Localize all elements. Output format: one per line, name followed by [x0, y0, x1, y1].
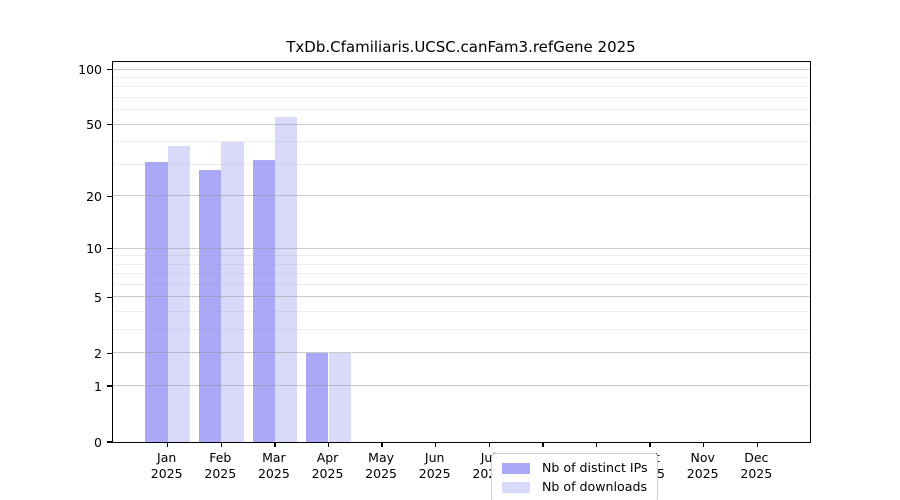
y-label-0: 0 [94, 434, 102, 450]
gridline-minor-90 [113, 77, 810, 79]
x-tick-feb [220, 442, 222, 447]
legend-label-distinct-ips: Nb of distinct IPs [542, 460, 648, 475]
y-tick-5 [107, 296, 112, 299]
x-tick-jun [435, 442, 437, 447]
legend-label-downloads: Nb of downloads [542, 479, 648, 494]
x-label-feb: Feb 2025 [204, 450, 237, 481]
x-label-may: May 2025 [365, 450, 397, 481]
bar-nb-of-distinct-ips-mar [252, 159, 275, 442]
y-tick-50 [107, 124, 112, 126]
legend-item-distinct-ips: Nb of distinct IPs [502, 461, 648, 475]
x-label-mar: Mar 2025 [257, 450, 290, 481]
x-label-dec: Dec 2025 [740, 450, 773, 481]
gridline-minor-60 [113, 109, 810, 111]
gridline-100 [113, 68, 810, 70]
bar-nb-of-downloads-apr [328, 353, 351, 442]
x-tick-oct [649, 442, 651, 447]
x-label-nov: Nov 2025 [686, 450, 719, 481]
x-label-jan: Jan 2025 [150, 450, 183, 481]
chart-title: TxDb.Cfamiliaris.UCSC.canFam3.refGene 20… [286, 38, 636, 56]
gridline-minor-30 [113, 163, 810, 165]
bar-nb-of-distinct-ips-apr [306, 353, 329, 442]
y-label-5: 5 [94, 289, 102, 305]
y-label-2: 2 [94, 345, 102, 361]
bar-nb-of-downloads-jan [167, 146, 190, 442]
y-tick-10 [107, 247, 112, 250]
y-label-100: 100 [78, 62, 102, 78]
bar-nb-of-distinct-ips-jan [145, 162, 168, 442]
bar-nb-of-downloads-mar [274, 117, 298, 442]
x-tick-may [381, 442, 383, 447]
x-tick-sep [595, 442, 598, 447]
y-label-10: 10 [86, 241, 102, 257]
y-tick-0 [107, 441, 112, 443]
x-tick-jul [488, 442, 490, 447]
y-tick-20 [107, 195, 112, 198]
bar-nb-of-distinct-ips-feb [199, 170, 222, 442]
x-label-jun: Jun 2025 [418, 450, 451, 481]
x-tick-dec [756, 442, 758, 447]
y-label-1: 1 [94, 378, 102, 394]
x-tick-jan [167, 442, 169, 447]
y-label-20: 20 [86, 188, 102, 204]
legend-item-downloads: Nb of downloads [502, 480, 648, 494]
legend-swatch-distinct-ips [502, 462, 530, 474]
x-tick-mar [274, 442, 276, 447]
y-tick-2 [107, 352, 112, 355]
plot-area: Nb of distinct IPs Nb of downloads [107, 61, 811, 500]
legend: Nb of distinct IPs Nb of downloads [491, 453, 658, 500]
legend-swatch-downloads [502, 481, 530, 493]
x-tick-apr [327, 442, 330, 447]
gridline-minor-70 [113, 97, 810, 99]
x-tick-aug [542, 442, 544, 447]
y-tick-1 [107, 385, 112, 387]
gridline-50 [113, 123, 810, 125]
bar-nb-of-downloads-feb [221, 142, 244, 442]
x-label-apr: Apr 2025 [311, 450, 344, 481]
gridline-minor-40 [113, 141, 810, 143]
x-tick-nov [703, 442, 705, 447]
y-tick-100 [107, 68, 112, 71]
gridline-minor-80 [113, 86, 810, 88]
y-label-50: 50 [86, 117, 102, 133]
